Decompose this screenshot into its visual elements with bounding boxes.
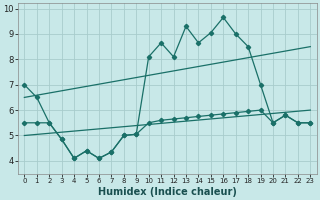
- X-axis label: Humidex (Indice chaleur): Humidex (Indice chaleur): [98, 187, 237, 197]
